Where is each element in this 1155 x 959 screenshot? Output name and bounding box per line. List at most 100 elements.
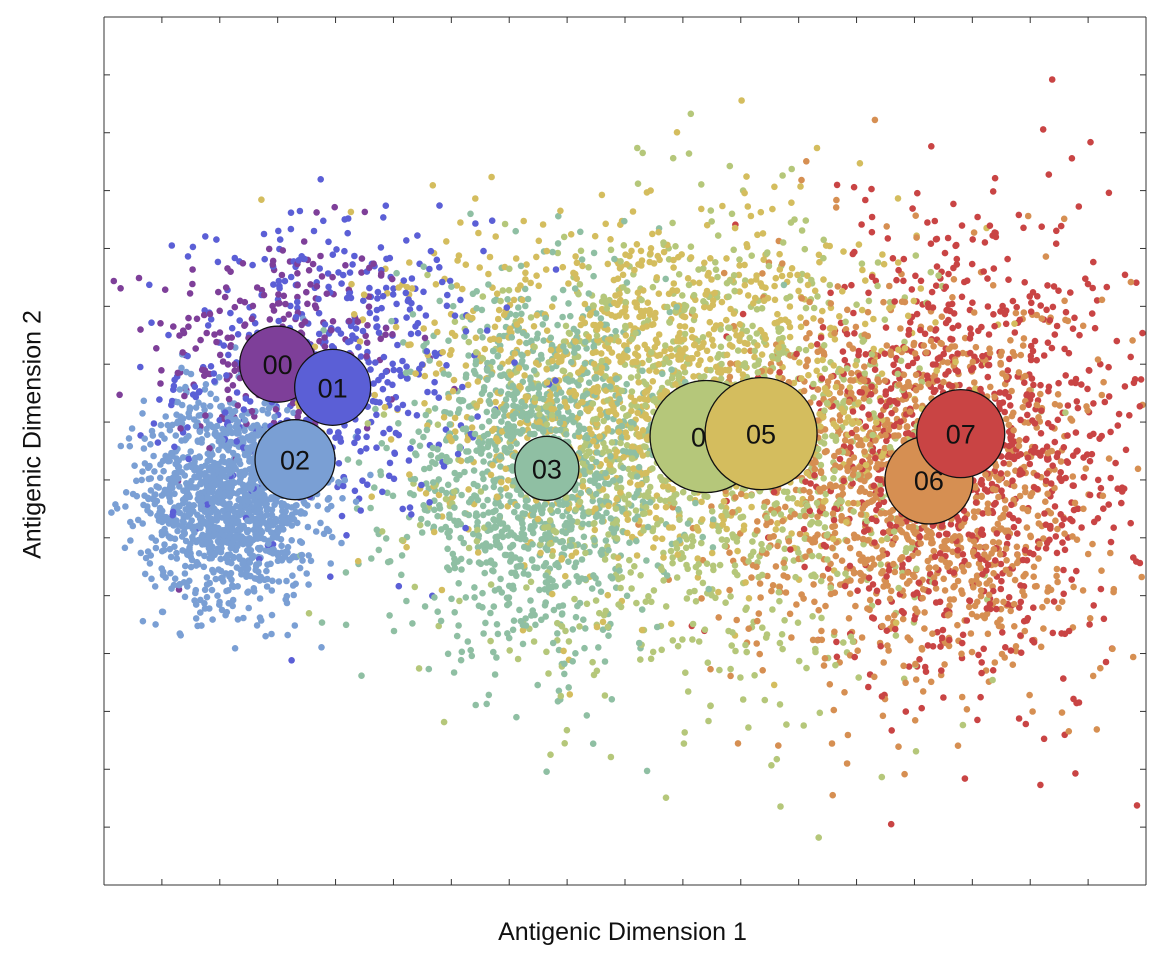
data-point (519, 640, 527, 648)
data-point (899, 615, 907, 623)
data-point (378, 440, 386, 447)
data-point (317, 519, 324, 527)
data-point (772, 563, 780, 570)
data-point (1058, 598, 1066, 605)
data-point (924, 372, 931, 380)
data-point (1118, 499, 1125, 507)
data-point (320, 217, 327, 225)
data-point (1054, 391, 1062, 398)
data-point (618, 434, 626, 442)
data-point (608, 439, 616, 446)
data-point (849, 480, 856, 487)
data-point (776, 250, 783, 258)
data-point (668, 352, 676, 360)
data-point (972, 494, 980, 502)
data-point (1002, 644, 1009, 651)
data-point (698, 595, 705, 602)
data-point (686, 588, 693, 596)
data-point (855, 351, 862, 359)
data-point (157, 380, 164, 387)
data-point (666, 308, 674, 316)
data-point (576, 623, 583, 630)
data-point (545, 670, 552, 677)
data-point (765, 262, 773, 270)
data-point (908, 432, 916, 439)
data-point (413, 451, 420, 459)
data-point (786, 303, 794, 310)
data-point (961, 775, 969, 782)
data-point (650, 544, 657, 551)
data-point (196, 388, 203, 395)
data-point (679, 488, 687, 496)
data-point (859, 266, 866, 274)
data-point (354, 428, 362, 435)
data-point (527, 578, 535, 586)
data-point (1009, 297, 1017, 305)
data-point (395, 420, 402, 427)
data-point (416, 521, 424, 529)
data-point (192, 615, 200, 622)
data-point (1043, 597, 1051, 605)
data-point (1023, 524, 1031, 531)
data-point (1037, 430, 1045, 437)
data-point (386, 425, 393, 433)
data-point (638, 606, 646, 613)
data-point (1021, 546, 1029, 554)
data-point (1027, 342, 1035, 350)
data-point (798, 176, 805, 184)
data-point (408, 511, 415, 518)
data-point (453, 632, 461, 640)
data-point (793, 601, 800, 608)
data-point (521, 285, 529, 293)
data-point (890, 422, 898, 430)
data-point (855, 241, 863, 248)
data-point (844, 414, 852, 421)
data-point (704, 659, 712, 666)
data-point (756, 580, 764, 587)
data-point (480, 475, 487, 483)
data-point (756, 650, 763, 658)
data-point (940, 378, 947, 386)
data-point (268, 587, 276, 594)
data-point (970, 229, 978, 236)
data-point (304, 300, 311, 308)
data-point (821, 433, 829, 440)
data-point (842, 570, 849, 577)
data-point (1016, 604, 1023, 611)
data-point (902, 548, 910, 556)
data-point (788, 199, 795, 206)
data-point (833, 638, 840, 646)
data-point (436, 360, 443, 368)
data-point (953, 261, 961, 268)
data-point (479, 334, 486, 341)
data-point (280, 292, 288, 300)
data-point (1051, 400, 1059, 408)
data-point (420, 288, 427, 296)
data-point (752, 294, 759, 302)
data-point (451, 488, 458, 496)
data-point (201, 367, 209, 374)
data-point (901, 338, 908, 346)
data-point (813, 341, 821, 348)
data-point (240, 614, 247, 622)
data-point (354, 557, 362, 565)
data-point (424, 520, 431, 527)
data-point (462, 594, 470, 601)
data-point (701, 373, 708, 380)
data-point (741, 261, 748, 269)
data-point (462, 371, 470, 379)
data-point (707, 702, 714, 709)
data-point (307, 557, 315, 565)
data-point (629, 533, 636, 541)
data-point (851, 330, 858, 337)
data-point (817, 317, 825, 325)
data-point (932, 282, 940, 290)
data-point (997, 352, 1004, 359)
data-point (627, 569, 634, 576)
data-point (413, 412, 421, 419)
data-point (911, 397, 919, 404)
data-point (782, 589, 790, 596)
data-point (363, 424, 371, 432)
data-point (367, 504, 374, 512)
data-point (1055, 604, 1062, 612)
